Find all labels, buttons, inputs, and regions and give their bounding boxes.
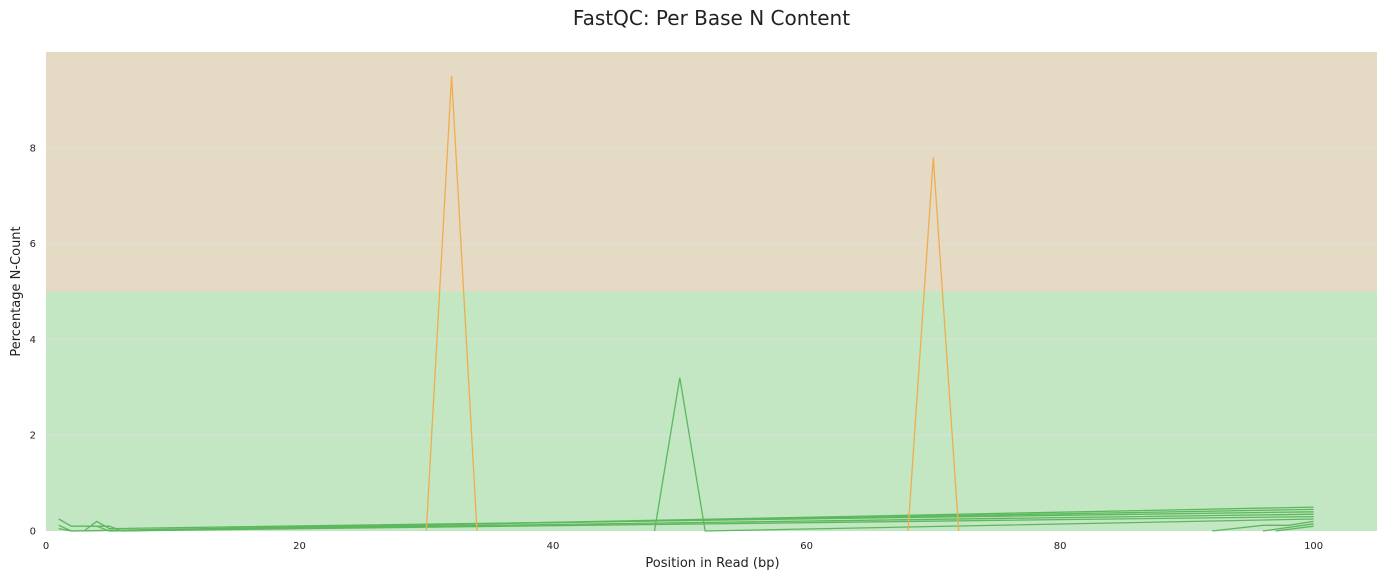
x-axis-label: Position in Read (bp) bbox=[645, 556, 779, 571]
series-line-warn bbox=[907, 157, 960, 532]
x-tick-label: 40 bbox=[547, 541, 560, 552]
y-axis-label: Percentage N-Count bbox=[9, 226, 24, 356]
series-line-pass bbox=[653, 377, 1314, 532]
x-tick-label: 80 bbox=[1054, 541, 1067, 552]
x-tick-label: 60 bbox=[800, 541, 813, 552]
y-tick-label: 6 bbox=[30, 239, 36, 250]
series-line-pass bbox=[96, 515, 1314, 532]
series-line-pass bbox=[58, 513, 1314, 532]
x-tick-label: 0 bbox=[43, 541, 49, 552]
band-pass bbox=[46, 291, 1377, 531]
y-tick-label: 2 bbox=[30, 431, 36, 442]
x-tick-label: 20 bbox=[293, 541, 306, 552]
x-tick-label: 100 bbox=[1304, 541, 1323, 552]
series-line-pass bbox=[1262, 523, 1314, 532]
y-tick-label: 8 bbox=[30, 143, 36, 154]
y-tick-label: 0 bbox=[30, 527, 36, 538]
series-line-pass bbox=[83, 511, 1314, 532]
series-line-warn bbox=[425, 75, 478, 532]
y-tick-label: 4 bbox=[30, 335, 36, 346]
series-line-pass bbox=[1212, 520, 1314, 532]
band-warn bbox=[46, 52, 1377, 292]
series-line-pass bbox=[1275, 525, 1314, 532]
chart-title: FastQC: Per Base N Content bbox=[572, 6, 851, 30]
